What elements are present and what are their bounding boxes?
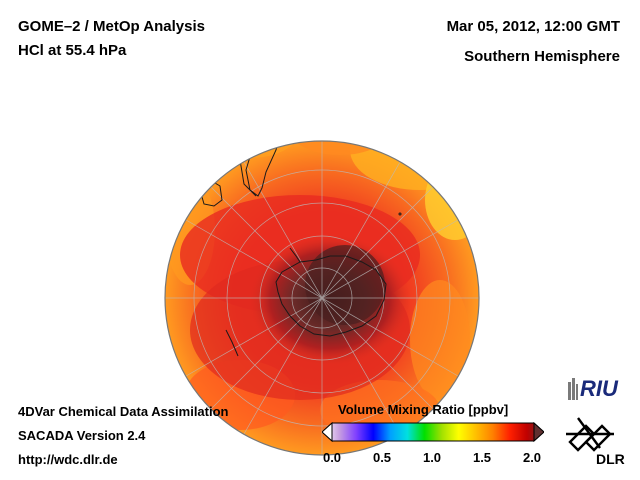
footer-line-1: 4DVar Chemical Data Assimilation — [18, 404, 229, 419]
colorbar-tick: 1.0 — [422, 450, 442, 465]
riu-logo-text: RIU — [580, 376, 619, 401]
region-label: Southern Hemisphere — [464, 48, 620, 65]
colorbar-tick: 0.0 — [322, 450, 342, 465]
title-line-2: HCl at 55.4 hPa — [18, 42, 127, 59]
footer-link[interactable]: http://wdc.dlr.de — [18, 452, 118, 467]
date-label: Mar 05, 2012, 12:00 GMT — [446, 18, 620, 35]
colorbar-label: Volume Mixing Ratio [ppbv] — [338, 402, 509, 417]
riu-logo: RIU — [568, 376, 619, 401]
colorbar-tick: 0.5 — [372, 450, 392, 465]
dlr-logo: DLR — [566, 417, 625, 467]
footer-line-2: SACADA Version 2.4 — [18, 428, 146, 443]
colorbar — [322, 422, 544, 442]
colorbar-tick: 1.5 — [472, 450, 492, 465]
title-line-1: GOME–2 / MetOp Analysis — [18, 18, 205, 35]
colorbar-tick: 2.0 — [522, 450, 542, 465]
dlr-logo-text: DLR — [596, 451, 625, 467]
